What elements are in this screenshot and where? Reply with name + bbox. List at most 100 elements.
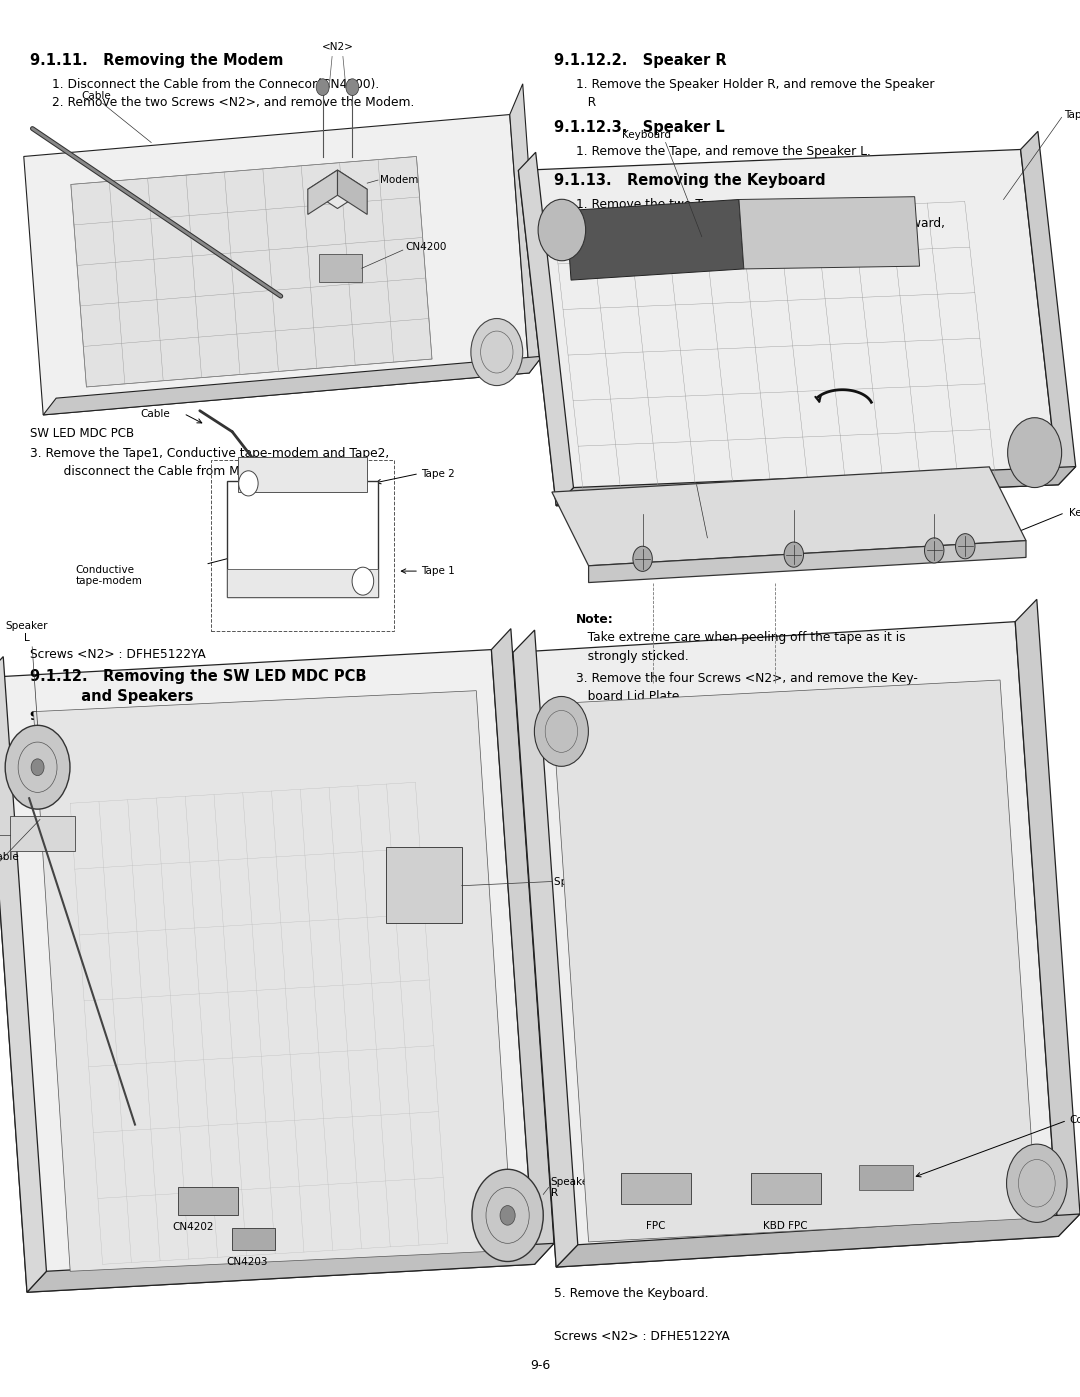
Circle shape xyxy=(538,200,585,261)
Polygon shape xyxy=(739,197,919,268)
Circle shape xyxy=(471,319,523,386)
Text: CN4203), and remove SW LED MDC PCB.: CN4203), and remove SW LED MDC PCB. xyxy=(52,747,314,760)
Bar xyxy=(859,1165,913,1190)
Polygon shape xyxy=(556,1214,1080,1267)
Text: and then turn the Keyboard over forward.: and then turn the Keyboard over forward. xyxy=(576,235,842,247)
Bar xyxy=(232,1228,275,1250)
Text: 9.1.12.3.   Speaker L: 9.1.12.3. Speaker L xyxy=(554,120,725,136)
Text: Cable: Cable xyxy=(140,408,171,419)
Text: 9.1.13.   Removing the Keyboard: 9.1.13. Removing the Keyboard xyxy=(554,173,826,189)
Circle shape xyxy=(316,78,329,95)
Bar xyxy=(238,457,367,492)
Polygon shape xyxy=(518,152,573,506)
Text: CN4203: CN4203 xyxy=(227,1257,268,1267)
Circle shape xyxy=(633,546,652,571)
Polygon shape xyxy=(71,156,432,387)
Circle shape xyxy=(1007,1144,1067,1222)
Bar xyxy=(211,460,394,631)
Text: CN4202: CN4202 xyxy=(173,1222,214,1232)
Circle shape xyxy=(956,534,975,559)
Text: Keyboard: Keyboard xyxy=(622,130,672,140)
Text: Tape: Tape xyxy=(696,541,719,550)
Bar xyxy=(621,1173,691,1204)
Bar xyxy=(10,816,75,851)
Polygon shape xyxy=(552,680,1037,1242)
Text: Tape 1: Tape 1 xyxy=(421,566,455,576)
Polygon shape xyxy=(518,149,1058,506)
Bar xyxy=(751,1173,821,1204)
Polygon shape xyxy=(589,541,1026,583)
Text: 9-6: 9-6 xyxy=(530,1359,550,1372)
Text: <N2>: <N2> xyxy=(919,497,949,507)
Polygon shape xyxy=(33,690,513,1271)
Text: Note:: Note: xyxy=(576,613,613,626)
Polygon shape xyxy=(24,115,529,415)
Circle shape xyxy=(346,78,359,95)
Text: 2. Remove the two Screws <N2>, and remove the Modem.: 2. Remove the two Screws <N2>, and remov… xyxy=(52,96,415,109)
Circle shape xyxy=(924,538,944,563)
Polygon shape xyxy=(510,84,542,373)
Polygon shape xyxy=(27,1243,554,1292)
Text: 9.1.12.2.   Speaker R: 9.1.12.2. Speaker R xyxy=(554,53,727,68)
Circle shape xyxy=(1008,418,1062,488)
Bar xyxy=(387,847,462,923)
Text: SW LED MDC PCB: SW LED MDC PCB xyxy=(30,427,134,440)
Text: Cable: Cable xyxy=(0,852,19,862)
Text: R: R xyxy=(576,96,596,109)
Polygon shape xyxy=(337,170,367,215)
Text: Key board lid plate: Key board lid plate xyxy=(1069,507,1080,518)
Text: Cable: Cable xyxy=(81,91,111,101)
Text: 1. Remove the Tape, and remove the Speaker L.: 1. Remove the Tape, and remove the Speak… xyxy=(576,145,870,158)
Text: Screws <N2> : DFHE5122YA: Screws <N2> : DFHE5122YA xyxy=(30,648,206,661)
Polygon shape xyxy=(552,467,1026,566)
Text: CN4200: CN4200 xyxy=(405,242,446,253)
Text: Connectors: Connectors xyxy=(1069,1115,1080,1126)
Circle shape xyxy=(784,542,804,567)
Bar xyxy=(227,481,378,597)
Text: 1. Disconnect the Cables from the Connectors(CN4202 and: 1. Disconnect the Cables from the Connec… xyxy=(52,729,415,742)
Text: and Speakers: and Speakers xyxy=(30,689,193,704)
Text: KBD FPC: KBD FPC xyxy=(762,1221,808,1231)
Polygon shape xyxy=(491,629,554,1264)
Polygon shape xyxy=(0,657,46,1292)
Polygon shape xyxy=(513,630,578,1267)
Text: <N2>: <N2> xyxy=(627,497,658,507)
Text: 1. Disconnect the Cable from the Connecor(CN4200).: 1. Disconnect the Cable from the Conneco… xyxy=(52,78,379,91)
Polygon shape xyxy=(308,170,367,208)
Text: Modem: Modem xyxy=(380,175,419,184)
Polygon shape xyxy=(513,622,1058,1267)
Text: strongly sticked.: strongly sticked. xyxy=(576,650,688,662)
Text: Speaker
L: Speaker L xyxy=(5,622,48,643)
Circle shape xyxy=(535,697,589,767)
Polygon shape xyxy=(0,650,535,1292)
Text: <N2>: <N2> xyxy=(322,42,353,52)
Text: 9.1.11.   Removing the Modem: 9.1.11. Removing the Modem xyxy=(30,53,284,68)
Text: 5. Remove the Keyboard.: 5. Remove the Keyboard. xyxy=(554,1287,708,1299)
Text: Screws <N2> : DFHE5122YA: Screws <N2> : DFHE5122YA xyxy=(554,1330,730,1343)
Polygon shape xyxy=(1021,131,1076,485)
Polygon shape xyxy=(556,467,1076,506)
Text: Tape 2: Tape 2 xyxy=(421,468,455,479)
Polygon shape xyxy=(43,356,542,415)
Circle shape xyxy=(472,1169,543,1261)
Bar xyxy=(319,254,362,282)
Text: 3. Remove the Tape1, Conductive tape-modem and Tape2,: 3. Remove the Tape1, Conductive tape-mod… xyxy=(30,447,390,460)
Circle shape xyxy=(239,471,258,496)
Text: 1. Remove the Speaker Holder R, and remove the Speaker: 1. Remove the Speaker Holder R, and remo… xyxy=(576,78,934,91)
Circle shape xyxy=(31,759,44,775)
Circle shape xyxy=(500,1206,515,1225)
Text: 9.1.12.   Removing the SW LED MDC PCB: 9.1.12. Removing the SW LED MDC PCB xyxy=(30,669,367,685)
Text: 1. Remove the two Tapes.: 1. Remove the two Tapes. xyxy=(576,198,733,211)
Text: FPC).: FPC). xyxy=(576,728,619,740)
Text: FPC: FPC xyxy=(646,1221,665,1231)
Polygon shape xyxy=(566,200,744,281)
Bar xyxy=(227,569,378,597)
Text: 3. Remove the four Screws <N2>, and remove the Key-: 3. Remove the four Screws <N2>, and remo… xyxy=(576,672,918,685)
Circle shape xyxy=(352,567,374,595)
Text: Speaker
R: Speaker R xyxy=(551,1176,593,1199)
Text: 2. Lift the upper part of the Keyboard and draw it backward,: 2. Lift the upper part of the Keyboard a… xyxy=(576,217,945,229)
Circle shape xyxy=(5,725,70,809)
Text: Take extreme care when peeling off the tape as it is: Take extreme care when peeling off the t… xyxy=(576,631,905,644)
Text: Conductive
tape-modem: Conductive tape-modem xyxy=(76,564,143,587)
Polygon shape xyxy=(308,170,337,215)
